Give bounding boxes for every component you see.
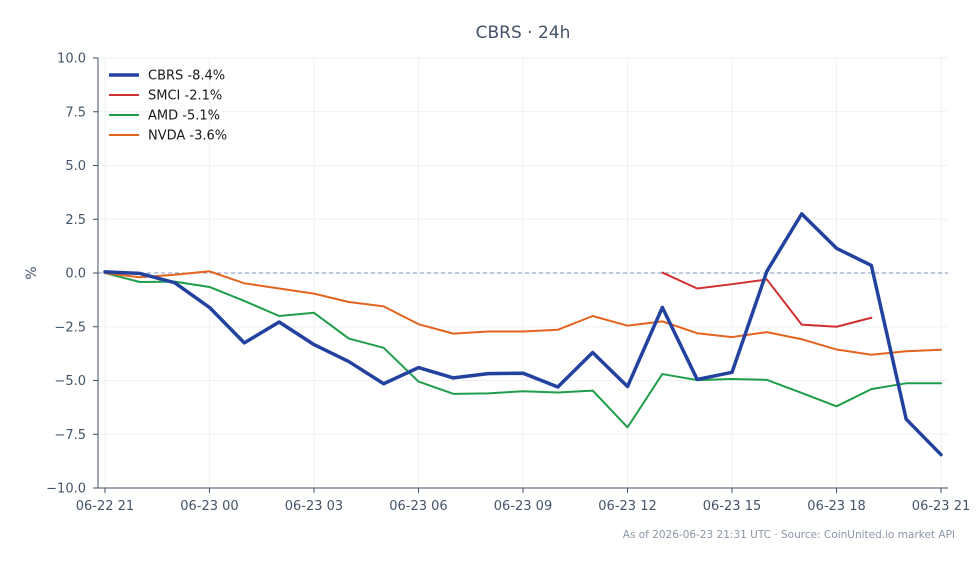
y-tick-label: 0.0 xyxy=(65,267,86,282)
series-line-cbrs xyxy=(103,212,943,457)
y-tick-label: −10.0 xyxy=(46,482,86,497)
legend-label-smci: SMCI -2.1% xyxy=(148,89,222,104)
legend-label-amd: AMD -5.1% xyxy=(148,109,220,124)
legend-label-cbrs: CBRS -8.4% xyxy=(148,69,225,84)
chart-title: CBRS · 24h xyxy=(476,23,571,43)
series-line-amd xyxy=(103,272,943,429)
series-line-nvda xyxy=(103,270,943,356)
x-tick-label: 06-23 18 xyxy=(807,499,865,514)
legend: CBRS -8.4% SMCI -2.1% AMD -5.1% NVDA -3.6% xyxy=(109,69,227,144)
x-tick-label: 06-23 00 xyxy=(180,499,238,514)
y-tick-label: 5.0 xyxy=(65,159,86,174)
y-tick-label: 2.5 xyxy=(65,213,86,228)
x-tick-label: 06-23 06 xyxy=(389,499,447,514)
x-tick-label: 06-22 21 xyxy=(76,499,134,514)
x-tick-label: 06-23 15 xyxy=(703,499,761,514)
footer-source: As of 2026-06-23 21:31 UTC · Source: Coi… xyxy=(623,529,955,541)
y-tick-label: 7.5 xyxy=(65,105,86,120)
x-tick-label: 06-23 09 xyxy=(494,499,552,514)
y-tick-label: −7.5 xyxy=(54,428,86,443)
x-tick-label: 06-23 21 xyxy=(912,499,970,514)
legend-label-nvda: NVDA -3.6% xyxy=(148,129,227,144)
series-line-smci xyxy=(661,271,873,328)
x-tick-label: 06-23 03 xyxy=(285,499,343,514)
x-tick-label: 06-23 12 xyxy=(598,499,656,514)
y-tick-label: −5.0 xyxy=(54,374,86,389)
axes: 10.0 7.5 5.0 2.5 0.0 −2.5 −5.0 −7.5 −10.0 06-22 2… xyxy=(46,52,970,515)
y-axis-label: % xyxy=(24,266,40,279)
y-tick-label: −2.5 xyxy=(54,320,86,335)
y-tick-label: 10.0 xyxy=(57,52,86,67)
series-group xyxy=(103,212,943,457)
